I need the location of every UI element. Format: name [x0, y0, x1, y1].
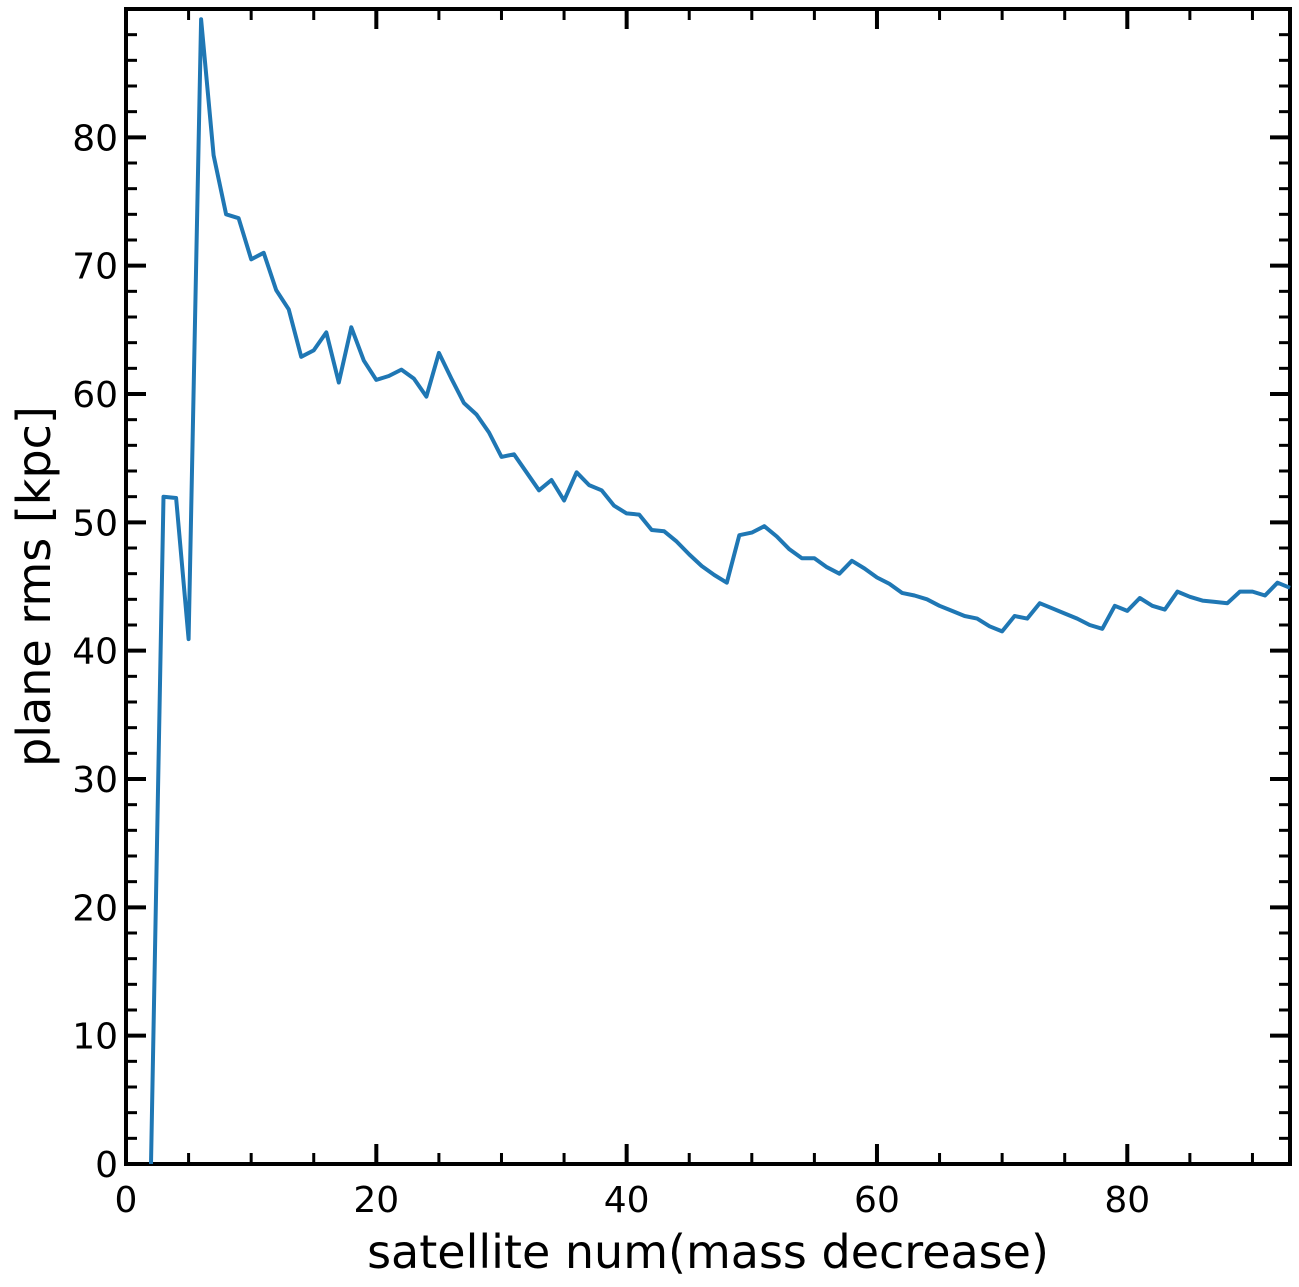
y-axis-label: plane rms [kpc] [7, 406, 61, 767]
y-tick-label: 20 [72, 888, 118, 929]
y-tick-label: 60 [72, 375, 118, 416]
x-tick-label: 20 [353, 1180, 399, 1221]
y-tick-label: 80 [72, 118, 118, 159]
x-tick-label: 0 [115, 1180, 138, 1221]
series-line [149, 17, 1291, 1165]
y-tick-label: 10 [72, 1017, 118, 1058]
x-tick-label: 60 [854, 1180, 900, 1221]
x-tick-label: 40 [604, 1180, 650, 1221]
x-axis-label: satellite num(mass decrease) [367, 1225, 1049, 1279]
x-tick-label: 80 [1104, 1180, 1150, 1221]
y-tick-label: 50 [72, 503, 118, 544]
plot-frame [124, 7, 1292, 1166]
y-tick-label: 30 [72, 760, 118, 801]
tick-labels: 0 20 40 60 80 0 10 20 30 40 50 60 70 80 [72, 118, 1150, 1221]
y-tick-label: 70 [72, 247, 118, 288]
y-tick-label: 40 [72, 632, 118, 673]
y-tick-label: 0 [95, 1145, 118, 1186]
axis-ticks [124, 7, 1290, 1166]
